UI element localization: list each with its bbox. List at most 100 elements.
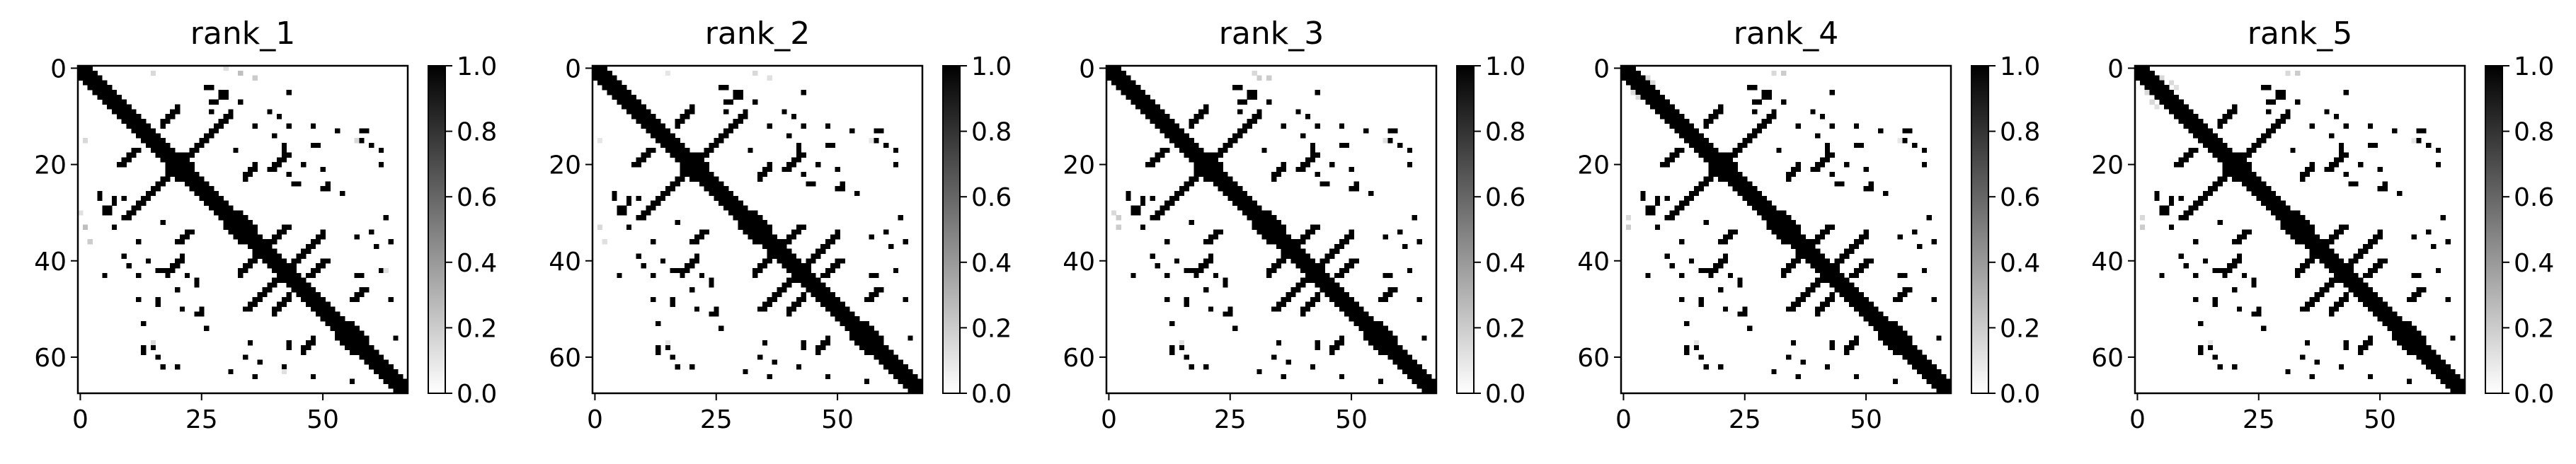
heatmap-cell	[1339, 335, 1345, 341]
heatmap-cell	[2358, 344, 2364, 351]
heatmap-cell	[1902, 138, 1908, 144]
heatmap-cell	[1868, 258, 1874, 264]
heatmap-cell	[1654, 195, 1661, 202]
heatmap-cell	[354, 296, 360, 303]
heatmap-cell	[656, 128, 661, 134]
heatmap-cell	[364, 287, 370, 293]
heatmap-cell	[349, 344, 355, 351]
heatmap-cell	[1810, 287, 1816, 293]
heatmap-cell	[344, 344, 350, 351]
heatmap-cell	[1213, 181, 1219, 187]
heatmap-cell	[388, 383, 394, 389]
heatmap-cell	[1878, 311, 1884, 317]
heatmap-cell	[1931, 383, 1937, 389]
heatmap-cell	[1786, 224, 1792, 230]
heatmap-cell	[1218, 152, 1223, 158]
heatmap-cell	[1164, 133, 1170, 139]
heatmap-cell	[136, 205, 142, 211]
heatmap-cell	[247, 263, 253, 269]
heatmap-cell	[364, 128, 370, 134]
x-tick-label: 0	[587, 405, 603, 434]
heatmap-cell	[310, 373, 316, 379]
heatmap-cell	[262, 243, 268, 250]
heatmap-cell	[1698, 142, 1704, 149]
heatmap-cell	[743, 210, 748, 216]
heatmap-cell	[656, 320, 661, 327]
heatmap-cell	[1921, 369, 1928, 375]
heatmap-cell	[281, 272, 287, 278]
heatmap-cell	[845, 306, 850, 312]
heatmap-cell	[1295, 248, 1301, 254]
heatmap-cell	[796, 364, 802, 370]
heatmap-cell	[1387, 287, 1393, 293]
y-tick-label: 60	[2091, 344, 2124, 373]
heatmap-cell	[78, 70, 84, 76]
heatmap-cell	[374, 349, 379, 355]
heatmap-cell	[1426, 378, 1432, 384]
heatmap-cell	[1421, 383, 1427, 389]
heatmap-cell	[2314, 253, 2320, 259]
heatmap-cell	[1106, 66, 1112, 71]
heatmap-cell	[670, 296, 675, 303]
heatmap-cell	[2338, 277, 2345, 283]
heatmap-cell	[2416, 287, 2422, 293]
heatmap-cell	[2246, 162, 2252, 168]
heatmap-cell	[1897, 272, 1903, 278]
heatmap-cell	[209, 85, 214, 91]
heatmap-cell	[1781, 234, 1787, 240]
heatmap-cell	[820, 248, 826, 254]
heatmap-cell	[689, 364, 695, 370]
heatmap-cell	[806, 287, 811, 293]
y-tick-label: 0	[2107, 54, 2124, 83]
heatmap-cell	[699, 176, 705, 182]
heatmap-cell	[835, 316, 840, 322]
heatmap-cell	[1256, 109, 1262, 115]
heatmap-cell	[806, 258, 811, 264]
heatmap-cell	[1363, 325, 1369, 331]
heatmap-cell	[602, 85, 607, 91]
heatmap-cell	[1252, 114, 1257, 120]
heatmap-cell	[1761, 200, 1767, 206]
heatmap-cell	[1747, 181, 1753, 187]
heatmap-cell	[1334, 243, 1340, 250]
heatmap-cell	[1742, 191, 1748, 197]
heatmap-cell	[2266, 191, 2272, 197]
heatmap-cell	[2304, 224, 2311, 230]
heatmap-cell	[364, 354, 370, 360]
heatmap-cell	[1140, 200, 1146, 206]
heatmap-cell	[2173, 94, 2180, 100]
heatmap-cell	[767, 301, 772, 307]
heatmap-cell	[597, 75, 603, 81]
heatmap-cell	[1189, 267, 1194, 274]
heatmap-cell	[1218, 176, 1223, 182]
heatmap-cell	[1907, 340, 1913, 346]
heatmap-cell	[1276, 306, 1282, 312]
heatmap-cell	[1805, 253, 1811, 259]
heatmap-cell	[1892, 340, 1899, 346]
heatmap-cell	[2159, 205, 2165, 211]
heatmap-cell	[2154, 195, 2160, 202]
heatmap-cell	[1786, 239, 1792, 245]
heatmap-cell	[228, 109, 234, 115]
heatmap-cell	[2304, 234, 2311, 240]
heatmap-cell	[2193, 205, 2199, 211]
heatmap-cell	[398, 388, 403, 394]
heatmap-cell	[87, 239, 93, 245]
heatmap-cell	[131, 147, 137, 153]
heatmap-cell	[2431, 359, 2437, 365]
heatmap-cell	[723, 205, 729, 211]
heatmap-cell	[247, 224, 253, 230]
heatmap-cell	[213, 128, 219, 134]
heatmap-cell	[247, 219, 253, 226]
heatmap-cell	[830, 306, 836, 312]
heatmap-cell	[2401, 325, 2408, 331]
heatmap-cell	[830, 301, 836, 307]
heatmap-cell	[670, 138, 675, 144]
x-tick-label: 50	[821, 405, 854, 434]
heatmap-cell	[1174, 191, 1180, 197]
heatmap-cell	[2173, 85, 2180, 91]
heatmap-cell	[2392, 311, 2398, 317]
heatmap-cell	[2246, 181, 2252, 187]
heatmap-cell	[2202, 142, 2209, 149]
heatmap-cell	[1252, 215, 1257, 221]
